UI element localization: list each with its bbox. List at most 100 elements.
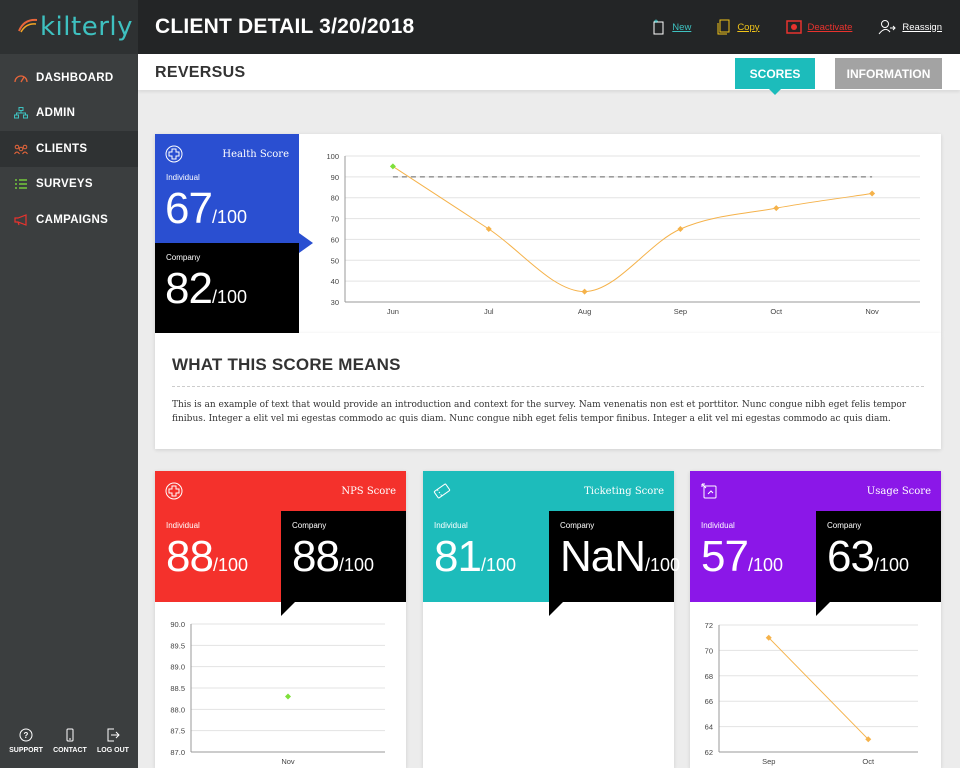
logo-swoosh-icon: [18, 17, 38, 38]
ticketing-card-header: Ticketing Score: [423, 471, 674, 511]
data-point: [581, 288, 588, 295]
new-document-icon: [653, 19, 664, 35]
nps-score-card: NPS Score Individual 88/100 Company 88/1…: [155, 471, 406, 768]
data-point: [285, 693, 291, 700]
support-label: Support: [9, 747, 43, 754]
dashboard-icon: [14, 72, 28, 84]
usage-card-header: Usage Score: [690, 471, 941, 511]
score-explanation: WHAT THIS SCORE MEANS This is an example…: [155, 333, 941, 449]
copy-label: Copy: [737, 21, 760, 33]
y-tick-label: 30: [331, 298, 339, 307]
company-label: Company: [827, 521, 862, 530]
data-point: [389, 163, 396, 170]
company-score: NaN/100: [560, 532, 681, 581]
list-icon: [14, 178, 28, 190]
x-tick-label: Aug: [578, 307, 591, 316]
divider: [172, 386, 924, 387]
sidebar-item-surveys[interactable]: Surveys: [0, 167, 138, 203]
data-point: [485, 226, 492, 232]
deactivate-label: Deactivate: [807, 21, 853, 33]
x-tick-label: Oct: [770, 307, 783, 316]
megaphone-icon: [14, 213, 28, 226]
company-label: Company: [292, 521, 327, 530]
company-score: 63/100: [827, 532, 909, 581]
health-score-title: Health Score: [222, 149, 289, 160]
y-tick-label: 89.0: [170, 663, 185, 672]
series-line: [392, 166, 873, 293]
copy-button[interactable]: Copy: [717, 19, 760, 35]
x-tick-label: Nov: [865, 307, 879, 316]
y-tick-label: 100: [326, 152, 339, 161]
sidebar-item-label: Campaigns: [36, 213, 109, 226]
reassign-label: Reassign: [902, 21, 942, 33]
sidebar-item-admin[interactable]: Admin: [0, 96, 138, 132]
health-company-panel: Company 82/100: [155, 243, 299, 333]
individual-label: Individual: [166, 521, 200, 530]
data-point: [869, 190, 876, 197]
company-score: 82/100: [165, 264, 247, 313]
support-link[interactable]: ? Support: [9, 728, 43, 754]
sidebar-item-dashboard[interactable]: Dashboard: [0, 60, 138, 96]
company-label: Company: [560, 521, 595, 530]
y-tick-label: 89.5: [170, 641, 185, 650]
y-tick-label: 70: [705, 646, 713, 655]
y-tick-label: 66: [705, 697, 713, 706]
header-actions: New Copy Deactivate Reassign: [652, 0, 942, 54]
explanation-heading: WHAT THIS SCORE MEANS: [172, 355, 401, 374]
copy-icon: [717, 19, 730, 35]
contact-label: Contact: [53, 747, 87, 754]
org-chart-icon: [14, 107, 28, 119]
usage-score-card: Usage Score Individual 57/100 Company 63…: [690, 471, 941, 768]
y-tick-label: 88.5: [170, 684, 185, 693]
x-tick-label: Sep: [762, 757, 775, 766]
plus-circle-icon: [165, 482, 183, 505]
sidebar-item-clients[interactable]: Clients: [0, 131, 138, 167]
tab-scores[interactable]: Scores: [735, 58, 815, 95]
company-label: Company: [166, 253, 201, 262]
ticketing-individual-panel: Individual 81/100: [423, 511, 549, 602]
ticketing-score-card: Ticketing Score Individual 81/100 Compan…: [423, 471, 680, 768]
help-icon: ?: [19, 728, 33, 742]
health-score-chart: 30 40 50 60 70 80 90 100 Jun Jul Aug Sep Oct Nov: [326, 152, 920, 316]
ticketing-company-panel: Company NaN/100: [549, 511, 680, 616]
client-subheader: REVERSUS Scores Information: [138, 54, 960, 95]
new-button[interactable]: New: [652, 19, 691, 35]
reassign-user-icon: [878, 20, 897, 35]
contact-link[interactable]: Contact: [53, 728, 87, 754]
logout-link[interactable]: Log Out: [97, 728, 129, 754]
new-label: New: [672, 21, 692, 33]
logout-icon: [107, 728, 120, 742]
series-line: [768, 637, 869, 740]
phone-icon: [66, 728, 74, 742]
y-tick-label: 87.5: [170, 727, 185, 736]
y-tick-label: 70: [331, 215, 339, 224]
app-logo[interactable]: kilterly: [0, 0, 138, 54]
sidebar-item-label: Admin: [36, 107, 76, 120]
reassign-button[interactable]: Reassign: [878, 19, 942, 35]
sidebar-item-label: Dashboard: [36, 71, 114, 84]
deactivate-button[interactable]: Deactivate: [785, 19, 853, 35]
data-point: [765, 634, 772, 641]
individual-label: Individual: [434, 521, 468, 530]
individual-score: 81/100: [434, 532, 516, 581]
usage-individual-panel: Individual 57/100: [690, 511, 816, 602]
nps-card-header: NPS Score: [155, 471, 406, 511]
tab-information[interactable]: Information: [835, 58, 942, 89]
x-tick-label: Jul: [484, 307, 494, 316]
nps-individual-panel: Individual 88/100: [155, 511, 281, 602]
data-point: [677, 226, 684, 232]
individual-label: Individual: [701, 521, 735, 530]
y-tick-label: 88.0: [170, 705, 185, 714]
usage-company-panel: Company 63/100: [816, 511, 941, 616]
sidebar-footer: ? Support Contact Log Out: [0, 728, 138, 754]
company-score: 88/100: [292, 532, 374, 581]
data-point: [773, 205, 780, 212]
usage-score-chart: 62 64 66 68 70 72 Sep Oct: [705, 621, 918, 766]
sidebar-item-campaigns[interactable]: Campaigns: [0, 202, 138, 238]
health-score-card: Health Score Individual 67/100 Company 8…: [155, 134, 941, 333]
plus-circle-icon: [165, 145, 183, 168]
client-name: REVERSUS: [155, 64, 246, 81]
x-tick-label: Oct: [862, 757, 875, 766]
x-tick-label: Jun: [387, 307, 399, 316]
y-tick-label: 68: [705, 672, 713, 681]
